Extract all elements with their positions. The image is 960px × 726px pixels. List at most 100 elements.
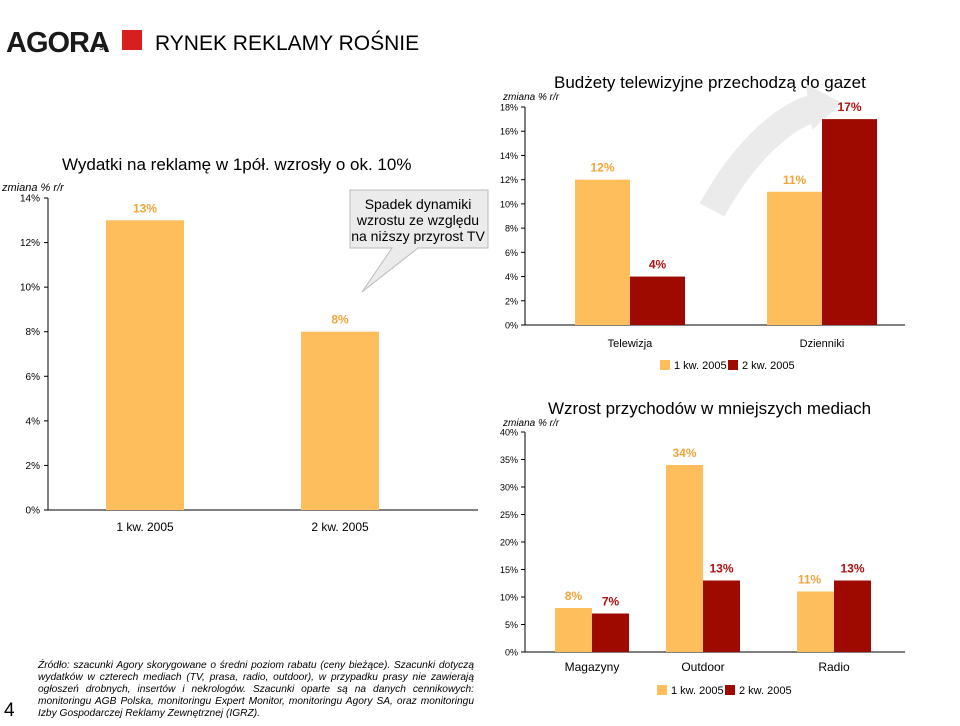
data-label: 4%	[649, 258, 667, 272]
y-tick-label: 2%	[505, 296, 518, 306]
legend-entry: 2 kw. 2005	[739, 685, 792, 697]
y-tick-label: 4%	[26, 416, 41, 427]
legend-swatch	[657, 685, 667, 695]
logo-text: AGORA	[6, 27, 110, 59]
y-tick-label: 10%	[500, 593, 518, 603]
page-number: 4	[4, 700, 15, 721]
y-tick-label: 0%	[505, 321, 518, 331]
callout-line-1: Spadek dynamiki	[365, 196, 472, 212]
bar	[592, 613, 629, 652]
bar	[630, 276, 685, 325]
y-tick-label: 16%	[500, 127, 518, 137]
chart-ad-spend: Wydatki na reklamę w 1pół. wzrosły o ok.…	[1, 155, 478, 534]
data-label: 8%	[565, 589, 583, 603]
chart1-data-labels: 13% 8%	[133, 201, 349, 326]
bar	[575, 179, 630, 325]
chart3-title: Wzrost przychodów w mniejszych mediach	[548, 399, 871, 418]
chart2-bars	[575, 119, 877, 325]
category-label: Outdoor	[681, 660, 724, 674]
chart-tv-to-newspapers: Budżety telewizyjne przechodzą do gazet …	[500, 73, 905, 372]
bar	[106, 220, 184, 511]
legend-entry: 2 kw. 2005	[742, 360, 795, 372]
y-tick-label: 6%	[505, 248, 518, 258]
category-label: Telewizja	[608, 338, 654, 350]
chart2-category-labels: Telewizja Dzienniki	[608, 338, 845, 350]
category-label: Radio	[818, 660, 850, 674]
chart2-ylabel: zmiana % r/r	[502, 92, 560, 103]
chart1-category-labels: 1 kw. 2005 2 kw. 2005	[116, 520, 369, 534]
y-tick-label: 4%	[505, 272, 518, 282]
legend-swatch	[725, 685, 735, 695]
data-label: 34%	[672, 446, 696, 460]
y-tick-label: 15%	[500, 565, 518, 575]
chart2-title: Budżety telewizyjne przechodzą do gazet	[554, 73, 866, 92]
y-tick-label: 14%	[500, 151, 518, 161]
bar	[797, 591, 834, 652]
category-label: 1 kw. 2005	[116, 520, 174, 534]
bar	[555, 608, 592, 652]
agora-logo: AGORA SA	[6, 27, 111, 59]
y-tick-label: 25%	[500, 510, 518, 520]
data-label: 12%	[590, 161, 614, 175]
y-tick-label: 14%	[20, 194, 40, 205]
legend-entry: 1 kw. 2005	[674, 360, 727, 372]
chart3-ylabel: zmiana % r/r	[502, 418, 560, 429]
y-tick-label: 5%	[505, 620, 518, 630]
data-label: 13%	[840, 562, 864, 576]
accent-square	[122, 30, 142, 50]
chart3-category-labels: Magazyny Outdoor Radio	[565, 660, 850, 674]
data-label: 13%	[709, 562, 733, 576]
data-label: 11%	[783, 173, 807, 187]
y-tick-label: 0%	[26, 506, 41, 517]
trend-arrow-head-icon	[806, 84, 842, 130]
category-label: Dzienniki	[800, 338, 845, 350]
legend-entry: 1 kw. 2005	[671, 685, 724, 697]
chart3-bars	[555, 465, 871, 652]
legend-swatch	[660, 360, 670, 370]
category-label: 2 kw. 2005	[311, 520, 369, 534]
callout-bubble: Spadek dynamiki wzrostu ze względu na ni…	[349, 189, 489, 293]
data-label: 11%	[798, 573, 822, 587]
data-label: 13%	[133, 201, 157, 215]
bar	[767, 191, 822, 325]
chart3-data-labels: 8% 34% 11% 7% 13% 13%	[565, 446, 865, 609]
trend-arrow-icon	[699, 93, 822, 217]
bar	[834, 580, 871, 652]
chart1-title: Wydatki na reklamę w 1pół. wzrosły o ok.…	[62, 155, 411, 174]
chart-smaller-media: Wzrost przychodów w mniejszych mediach z…	[500, 399, 905, 697]
callout-line-3: na niższy przyrost TV	[351, 228, 485, 244]
y-tick-label: 12%	[500, 175, 518, 185]
bar	[666, 465, 703, 652]
y-tick-label: 35%	[500, 455, 518, 465]
category-label: Magazyny	[565, 660, 620, 674]
y-tick-label: 40%	[500, 428, 518, 438]
y-tick-label: 18%	[500, 103, 518, 113]
page-title: RYNEK REKLAMY ROŚNIE	[155, 31, 419, 55]
source-note: Źródło: szacunki Agory skorygowane o śre…	[38, 660, 474, 719]
logo-suffix: SA	[99, 45, 109, 52]
bar	[301, 331, 379, 510]
data-label: 17%	[837, 100, 861, 114]
chart1-ylabel: zmiana % r/r	[1, 182, 65, 194]
y-tick-label: 6%	[26, 372, 41, 383]
y-tick-label: 12%	[20, 238, 40, 249]
y-tick-label: 8%	[26, 327, 41, 338]
chart2-data-labels: 12% 11% 4% 17%	[590, 100, 861, 271]
y-tick-label: 20%	[500, 538, 518, 548]
y-tick-label: 2%	[26, 461, 41, 472]
y-tick-label: 8%	[505, 224, 518, 234]
chart3-legend: 1 kw. 2005 2 kw. 2005	[657, 685, 792, 697]
data-label: 8%	[331, 313, 349, 327]
y-tick-label: 0%	[505, 648, 518, 658]
bar	[703, 580, 740, 652]
y-tick-label: 30%	[500, 483, 518, 493]
chart2-legend: 1 kw. 2005 2 kw. 2005	[660, 360, 795, 372]
y-tick-label: 10%	[20, 283, 40, 294]
data-label: 7%	[602, 595, 620, 609]
bar	[822, 119, 877, 325]
legend-swatch	[728, 360, 738, 370]
chart1-bars	[106, 220, 379, 511]
callout-line-2: wzrostu ze względu	[356, 212, 479, 228]
y-tick-label: 10%	[500, 199, 518, 209]
